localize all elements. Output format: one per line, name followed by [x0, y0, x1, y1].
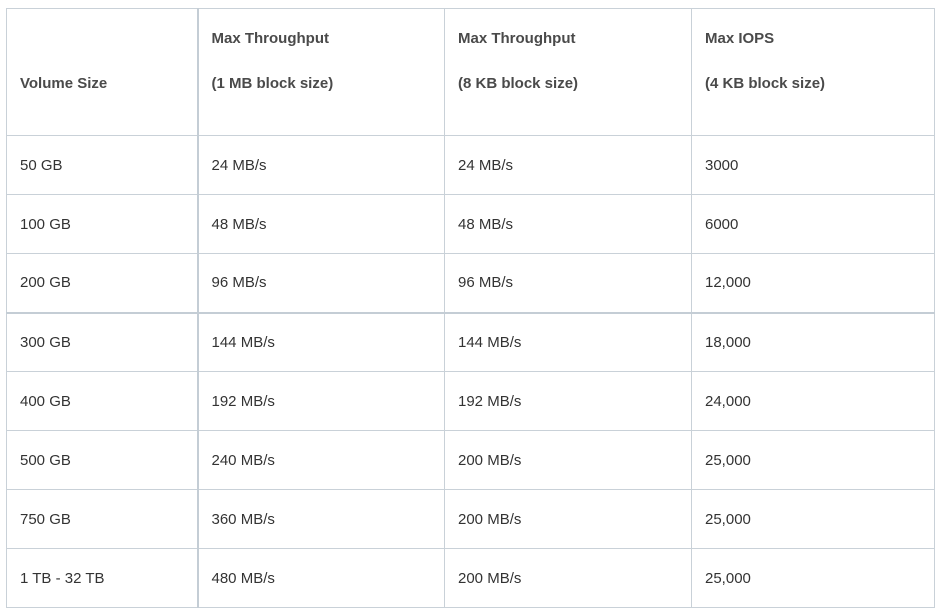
header-volume-size: Volume Size	[6, 8, 199, 136]
table-row: 200 GB 96 MB/s 96 MB/s 12,000	[6, 253, 935, 313]
cell-throughput-8kb: 48 MB/s	[444, 194, 692, 254]
header-label-line2: (8 KB block size)	[458, 75, 579, 92]
cell-throughput-1mb: 192 MB/s	[197, 371, 445, 431]
header-label-line2: (1 MB block size)	[211, 75, 334, 92]
table-row: 400 GB 192 MB/s 192 MB/s 24,000	[6, 371, 935, 431]
cell-volume-size: 1 TB - 32 TB	[6, 548, 199, 608]
header-max-iops-4kb: Max IOPS (4 KB block size)	[691, 8, 935, 136]
table-header: Volume Size Max Throughput (1 MB block s…	[6, 8, 935, 136]
cell-volume-size: 50 GB	[6, 135, 199, 195]
table-row: 500 GB 240 MB/s 200 MB/s 25,000	[6, 430, 935, 490]
cell-throughput-1mb: 360 MB/s	[197, 489, 445, 549]
header-max-throughput-8kb: Max Throughput (8 KB block size)	[444, 8, 692, 136]
cell-volume-size: 200 GB	[6, 253, 199, 313]
header-label-line1: Max Throughput	[211, 30, 329, 47]
cell-throughput-1mb: 48 MB/s	[197, 194, 445, 254]
table-row: 300 GB 144 MB/s 144 MB/s 18,000	[6, 311, 935, 372]
cell-iops-4kb: 24,000	[691, 371, 935, 431]
cell-iops-4kb: 18,000	[691, 311, 935, 372]
table-row: 750 GB 360 MB/s 200 MB/s 25,000	[6, 489, 935, 549]
cell-throughput-8kb: 192 MB/s	[444, 371, 692, 431]
header-label-line1: Max Throughput	[458, 30, 576, 47]
cell-throughput-1mb: 480 MB/s	[197, 548, 445, 608]
volume-performance-table: Volume Size Max Throughput (1 MB block s…	[6, 8, 935, 608]
cell-volume-size: 500 GB	[6, 430, 199, 490]
cell-throughput-8kb: 200 MB/s	[444, 548, 692, 608]
header-volume-size-label: Volume Size	[20, 75, 108, 92]
table-row: 1 TB - 32 TB 480 MB/s 200 MB/s 25,000	[6, 548, 935, 608]
header-label-line1: Max IOPS	[705, 30, 775, 47]
table-row: 100 GB 48 MB/s 48 MB/s 6000	[6, 194, 935, 254]
cell-volume-size: 300 GB	[6, 311, 199, 372]
cell-throughput-8kb: 200 MB/s	[444, 489, 692, 549]
volume-performance-table-container: Volume Size Max Throughput (1 MB block s…	[6, 8, 935, 608]
header-label-line2: (4 KB block size)	[705, 75, 826, 92]
cell-throughput-8kb: 144 MB/s	[444, 311, 692, 372]
cell-volume-size: 100 GB	[6, 194, 199, 254]
cell-volume-size: 400 GB	[6, 371, 199, 431]
cell-throughput-1mb: 240 MB/s	[197, 430, 445, 490]
cell-throughput-8kb: 96 MB/s	[444, 253, 692, 313]
table-row: 50 GB 24 MB/s 24 MB/s 3000	[6, 135, 935, 195]
cell-iops-4kb: 6000	[691, 194, 935, 254]
cell-iops-4kb: 25,000	[691, 489, 935, 549]
cell-throughput-8kb: 24 MB/s	[444, 135, 692, 195]
cell-throughput-1mb: 96 MB/s	[197, 253, 445, 313]
cell-volume-size: 750 GB	[6, 489, 199, 549]
header-row: Volume Size Max Throughput (1 MB block s…	[6, 8, 935, 136]
table-body: 50 GB 24 MB/s 24 MB/s 3000 100 GB 48 MB/…	[6, 135, 935, 608]
cell-throughput-8kb: 200 MB/s	[444, 430, 692, 490]
cell-throughput-1mb: 144 MB/s	[197, 311, 445, 372]
cell-iops-4kb: 25,000	[691, 548, 935, 608]
cell-iops-4kb: 12,000	[691, 253, 935, 313]
header-max-throughput-1mb: Max Throughput (1 MB block size)	[197, 8, 445, 136]
cell-iops-4kb: 25,000	[691, 430, 935, 490]
cell-throughput-1mb: 24 MB/s	[197, 135, 445, 195]
cell-iops-4kb: 3000	[691, 135, 935, 195]
